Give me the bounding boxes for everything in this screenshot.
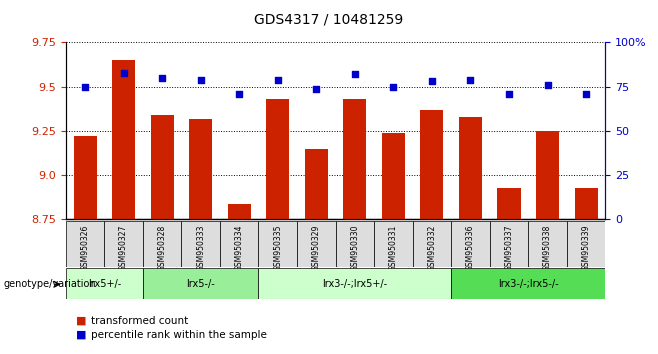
- FancyBboxPatch shape: [220, 221, 259, 267]
- Text: GSM950331: GSM950331: [389, 225, 398, 271]
- Text: lrx3-/-;lrx5-/-: lrx3-/-;lrx5-/-: [498, 279, 559, 289]
- Text: lrx3-/-;lrx5+/-: lrx3-/-;lrx5+/-: [322, 279, 388, 289]
- Point: [80, 84, 90, 90]
- Point: [272, 77, 283, 82]
- Point: [195, 77, 206, 82]
- Bar: [228, 204, 251, 219]
- Bar: [343, 99, 367, 219]
- FancyBboxPatch shape: [105, 221, 143, 267]
- Bar: [497, 188, 520, 219]
- Text: GSM950333: GSM950333: [196, 225, 205, 272]
- Text: GSM950328: GSM950328: [158, 225, 166, 271]
- Point: [234, 91, 245, 97]
- Text: percentile rank within the sample: percentile rank within the sample: [91, 330, 266, 339]
- Bar: [459, 117, 482, 219]
- Text: GSM950338: GSM950338: [543, 225, 552, 271]
- Point: [311, 86, 322, 91]
- Bar: [382, 133, 405, 219]
- Bar: [266, 99, 290, 219]
- FancyBboxPatch shape: [259, 268, 451, 299]
- Text: GSM950337: GSM950337: [505, 225, 513, 272]
- FancyBboxPatch shape: [143, 268, 259, 299]
- FancyBboxPatch shape: [528, 221, 567, 267]
- FancyBboxPatch shape: [336, 221, 374, 267]
- Text: GSM950330: GSM950330: [350, 225, 359, 272]
- Text: transformed count: transformed count: [91, 316, 188, 326]
- FancyBboxPatch shape: [374, 221, 413, 267]
- Text: GSM950334: GSM950334: [235, 225, 243, 272]
- Bar: [74, 136, 97, 219]
- FancyBboxPatch shape: [259, 221, 297, 267]
- FancyBboxPatch shape: [297, 221, 336, 267]
- Bar: [574, 188, 597, 219]
- Text: GSM950329: GSM950329: [312, 225, 321, 271]
- Text: GSM950332: GSM950332: [428, 225, 436, 271]
- Point: [504, 91, 515, 97]
- Bar: [189, 119, 213, 219]
- Text: lrx5+/-: lrx5+/-: [88, 279, 121, 289]
- FancyBboxPatch shape: [451, 268, 605, 299]
- Point: [465, 77, 476, 82]
- Point: [388, 84, 399, 90]
- FancyBboxPatch shape: [143, 221, 182, 267]
- Point: [349, 72, 360, 77]
- Text: GSM950336: GSM950336: [466, 225, 475, 272]
- Text: genotype/variation: genotype/variation: [3, 279, 96, 289]
- Point: [157, 75, 167, 81]
- Text: ■: ■: [76, 330, 86, 339]
- FancyBboxPatch shape: [66, 268, 143, 299]
- Text: ■: ■: [76, 316, 86, 326]
- Point: [426, 79, 437, 84]
- Text: lrx5-/-: lrx5-/-: [186, 279, 215, 289]
- FancyBboxPatch shape: [66, 221, 105, 267]
- Point: [581, 91, 592, 97]
- Bar: [305, 149, 328, 219]
- Text: GSM950327: GSM950327: [119, 225, 128, 271]
- Text: GSM950339: GSM950339: [582, 225, 591, 272]
- FancyBboxPatch shape: [567, 221, 605, 267]
- Bar: [151, 115, 174, 219]
- FancyBboxPatch shape: [182, 221, 220, 267]
- FancyBboxPatch shape: [413, 221, 451, 267]
- FancyBboxPatch shape: [490, 221, 528, 267]
- Point: [542, 82, 553, 88]
- Bar: [536, 131, 559, 219]
- Point: [118, 70, 129, 75]
- Bar: [112, 60, 135, 219]
- Text: GDS4317 / 10481259: GDS4317 / 10481259: [255, 12, 403, 27]
- Text: GSM950335: GSM950335: [273, 225, 282, 272]
- Text: GSM950326: GSM950326: [80, 225, 89, 271]
- FancyBboxPatch shape: [451, 221, 490, 267]
- Bar: [420, 110, 443, 219]
